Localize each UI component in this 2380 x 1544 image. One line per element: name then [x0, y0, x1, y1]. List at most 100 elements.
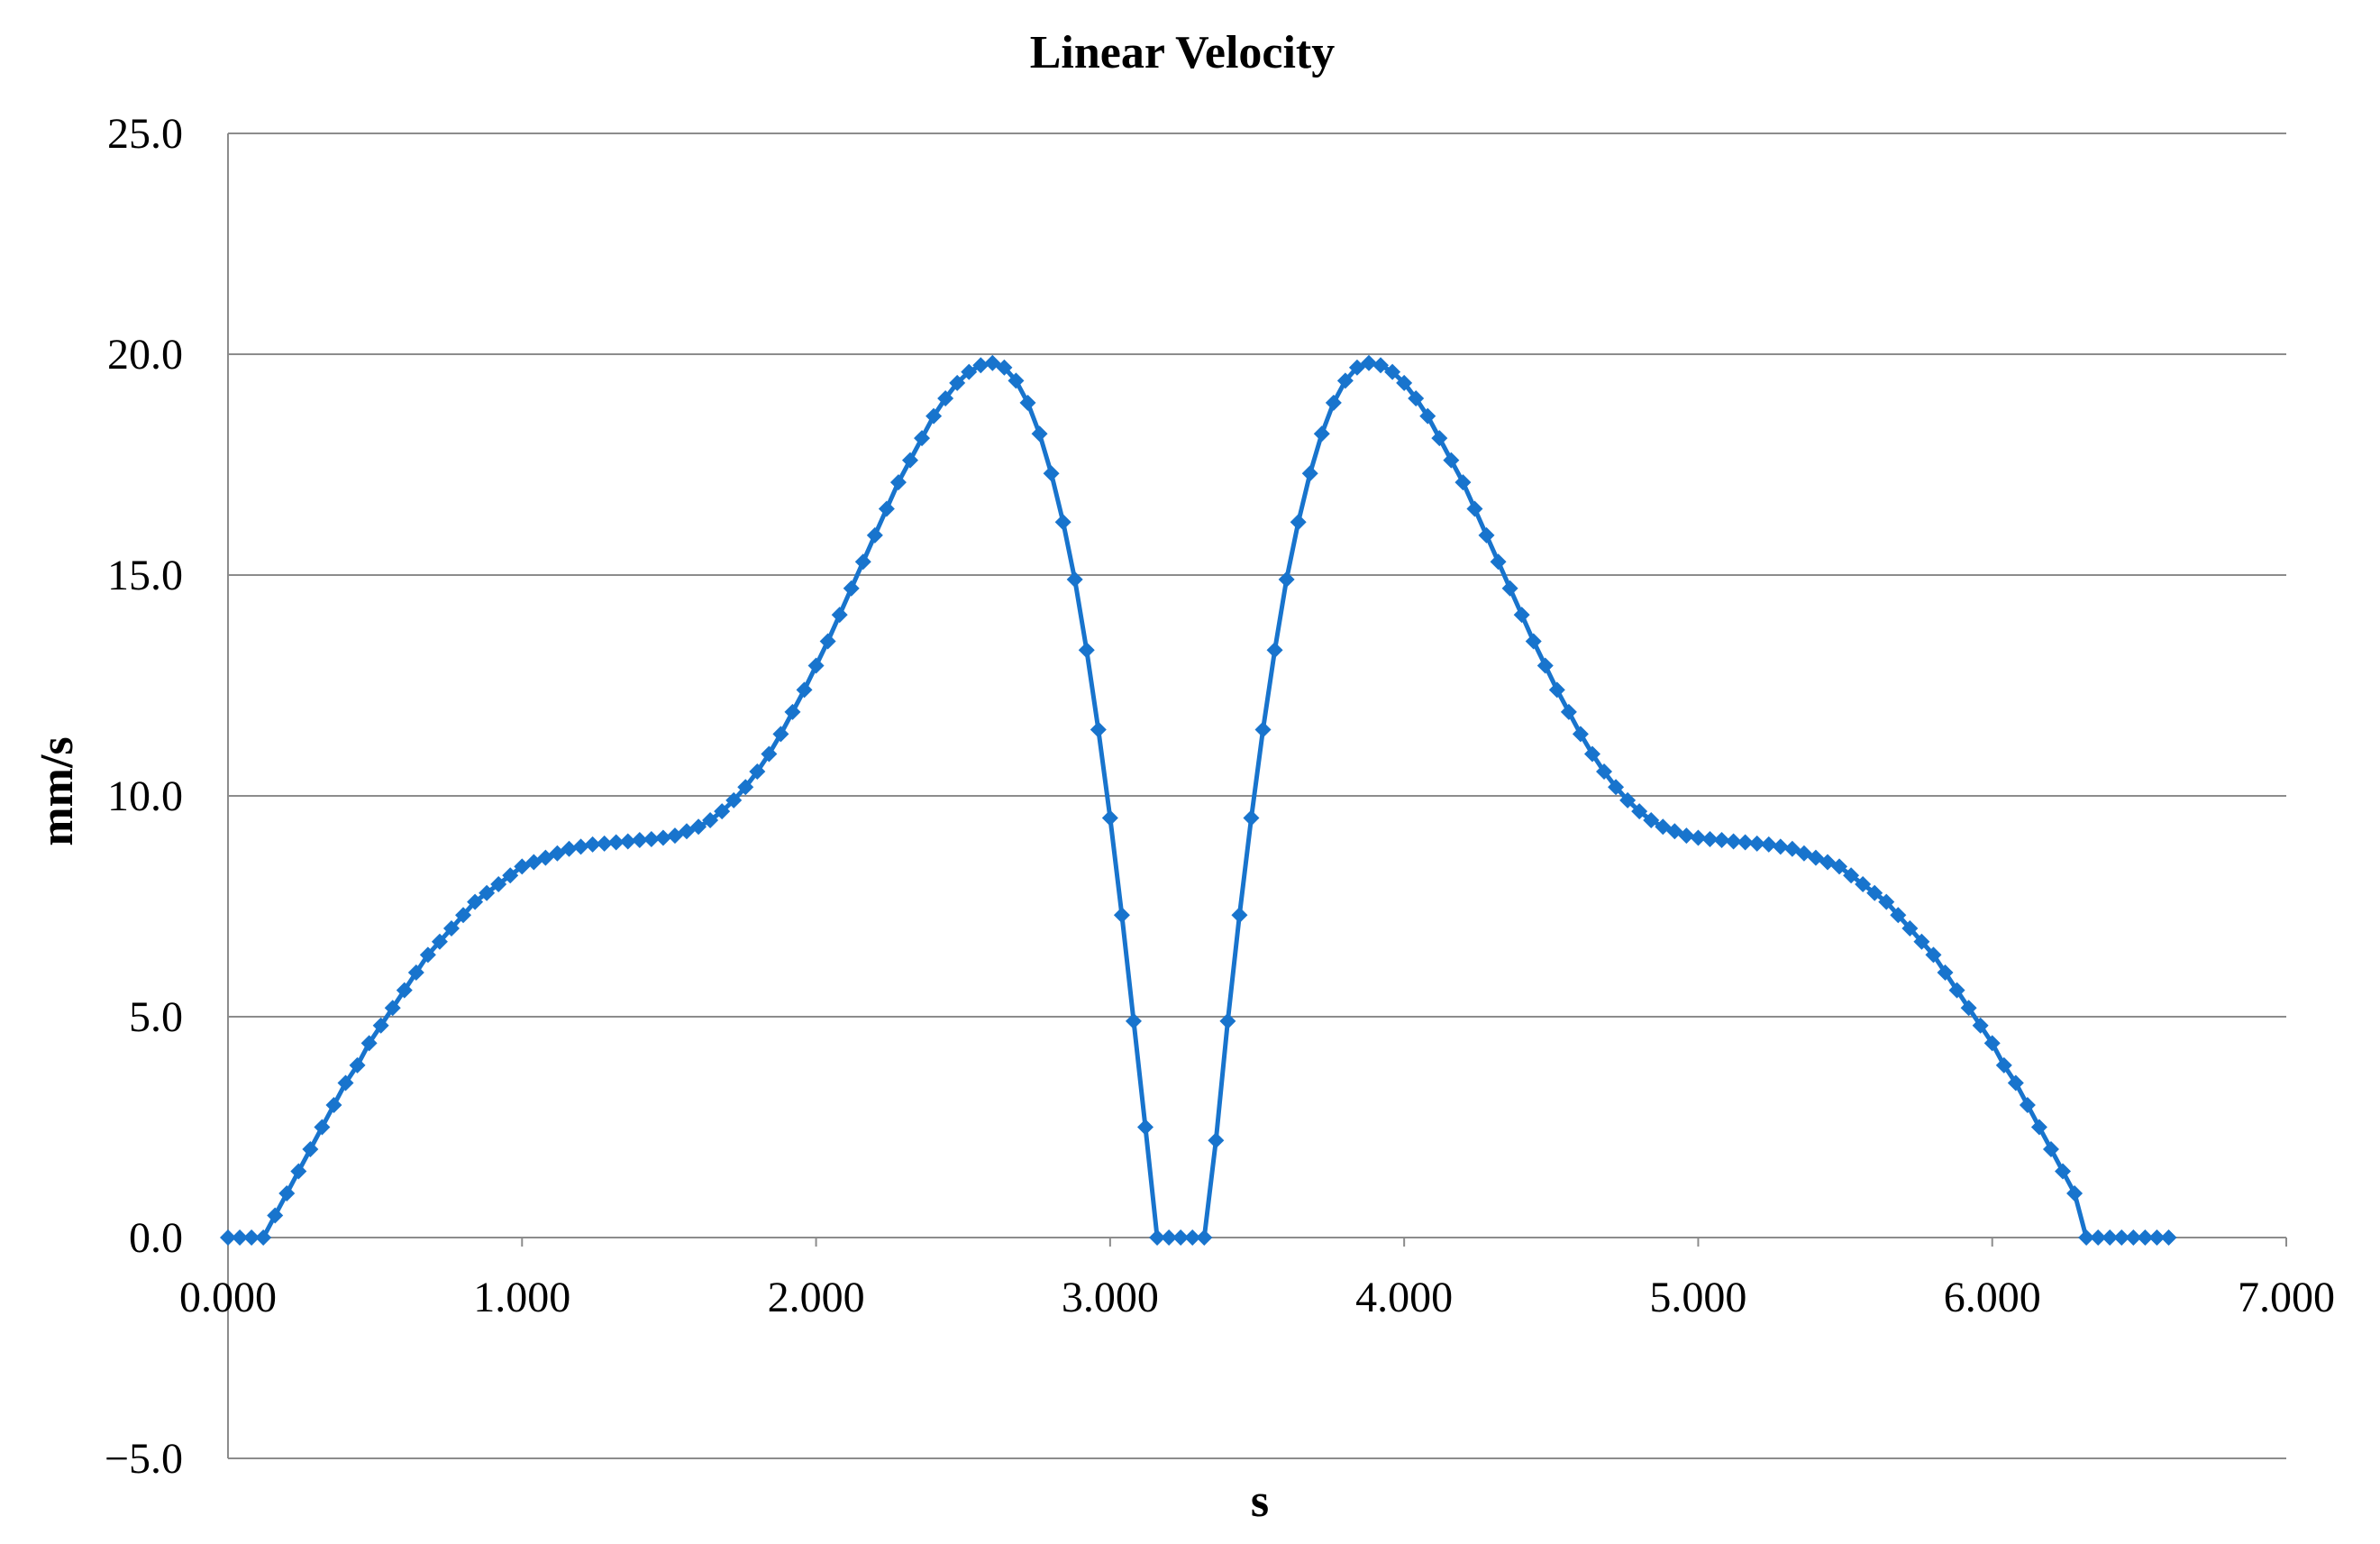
data-point	[1619, 791, 1637, 809]
data-point	[1066, 571, 1083, 588]
data-point	[584, 836, 601, 853]
gridlines	[228, 132, 2286, 1459]
data-point	[2007, 1074, 2024, 1092]
data-point	[442, 920, 460, 936]
data-point	[1760, 836, 1777, 853]
data-point	[1925, 946, 1942, 964]
data-point	[1043, 465, 1060, 482]
data-point	[2090, 1229, 2107, 1246]
data-point	[796, 681, 813, 699]
y-tick-label: 10.0	[107, 772, 183, 820]
data-point	[431, 933, 448, 950]
data-point	[384, 1000, 401, 1017]
data-point	[267, 1207, 284, 1224]
data-point	[1219, 1012, 1236, 1029]
data-point	[2066, 1185, 2084, 1201]
data-point	[961, 363, 978, 380]
data-point	[2019, 1097, 2036, 1113]
data-point	[1149, 1229, 1166, 1246]
data-point	[1901, 920, 1919, 936]
x-tick-label: 7.000	[2238, 1274, 2335, 1321]
data-point	[1843, 867, 1860, 884]
data-point	[1960, 1000, 1977, 1017]
data-point	[843, 580, 860, 597]
data-point	[407, 964, 424, 981]
data-point	[714, 803, 731, 820]
data-point	[490, 876, 507, 892]
data-point	[479, 884, 496, 901]
data-point	[607, 834, 625, 851]
data-point	[2137, 1229, 2154, 1246]
data-point	[1678, 827, 1695, 845]
data-point	[1372, 357, 1390, 374]
chart-title: Linear Velocity	[1030, 27, 1335, 78]
data-point	[243, 1229, 260, 1246]
data-point	[1583, 745, 1600, 763]
data-point	[1478, 526, 1495, 544]
data-point	[2030, 1119, 2047, 1136]
x-tick-label: 5.000	[1649, 1274, 1746, 1321]
data-point	[1501, 580, 1518, 597]
data-point	[1196, 1229, 1213, 1246]
data-point	[1643, 811, 1660, 828]
data-point	[1454, 474, 1472, 491]
x-axis-tick-labels: 0.000 1.000 2.000 3.000 4.000 5.000 6.000 7.000	[179, 1274, 2335, 1321]
data-point	[1384, 363, 1401, 380]
data-point	[831, 607, 848, 624]
data-point	[1231, 907, 1248, 924]
data-point	[1948, 982, 1965, 999]
data-point	[349, 1056, 366, 1073]
data-point	[878, 500, 895, 517]
data-point	[2055, 1163, 2072, 1180]
data-point	[619, 833, 636, 850]
data-point	[1537, 657, 1554, 674]
data-point	[702, 811, 719, 828]
data-point	[220, 1229, 236, 1246]
data-point	[1054, 514, 1071, 531]
data-point	[2102, 1229, 2119, 1246]
y-tick-label: 20.0	[107, 331, 183, 379]
data-point	[749, 763, 766, 781]
data-point	[972, 357, 989, 374]
data-point	[1443, 452, 1460, 469]
data-point	[1125, 1012, 1142, 1029]
data-point	[2113, 1229, 2130, 1246]
data-point	[1290, 514, 1307, 531]
data-point	[901, 452, 918, 469]
data-point	[807, 657, 825, 674]
data-point	[1325, 394, 1342, 411]
data-point	[360, 1035, 378, 1052]
data-point	[1431, 430, 1448, 447]
data-point	[643, 831, 660, 848]
data-point	[502, 867, 519, 884]
data-point	[1313, 425, 1330, 443]
data-point	[1466, 500, 1483, 517]
data-point	[396, 982, 413, 999]
data-point	[1008, 372, 1025, 389]
data-point	[1713, 832, 1730, 848]
data-point	[290, 1163, 307, 1180]
y-tick-label: 0.0	[129, 1214, 183, 1262]
data-point	[1983, 1035, 2001, 1052]
data-point	[854, 553, 871, 571]
data-point	[1548, 681, 1565, 699]
data-point	[255, 1229, 272, 1246]
data-point	[737, 779, 754, 796]
data-point	[1031, 425, 1048, 443]
y-tick-label: 25.0	[107, 110, 183, 158]
data-point	[1608, 779, 1625, 796]
data-point	[1490, 553, 1507, 571]
y-axis-title: mm/s	[32, 736, 83, 845]
data-point	[761, 745, 778, 763]
data-point	[1161, 1229, 1178, 1246]
data-point	[419, 946, 436, 964]
x-tick-label: 6.000	[1944, 1274, 2041, 1321]
data-point	[926, 407, 943, 425]
data-point	[1208, 1132, 1225, 1149]
data-point	[1019, 394, 1036, 411]
data-point	[1690, 829, 1707, 846]
x-tick-label: 4.000	[1355, 1274, 1453, 1321]
data-point	[937, 390, 954, 407]
data-point	[1701, 831, 1719, 848]
x-axis-ticks	[227, 1238, 2287, 1247]
